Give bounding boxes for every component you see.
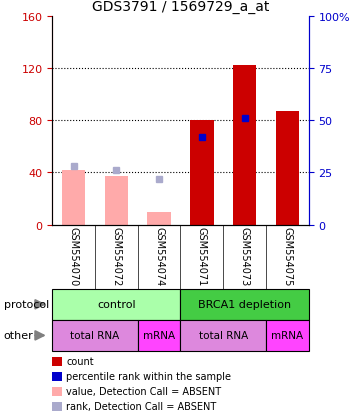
Bar	[147, 212, 171, 225]
Bar	[275, 112, 299, 225]
Text: GSM554074: GSM554074	[154, 226, 164, 285]
Title: GDS3791 / 1569729_a_at: GDS3791 / 1569729_a_at	[92, 0, 269, 14]
Bar	[266, 320, 309, 351]
Text: GSM554073: GSM554073	[240, 226, 249, 285]
Bar	[62, 170, 86, 225]
Text: percentile rank within the sample: percentile rank within the sample	[66, 371, 231, 381]
Text: value, Detection Call = ABSENT: value, Detection Call = ABSENT	[66, 386, 221, 396]
Text: total RNA: total RNA	[70, 330, 120, 341]
Text: GSM554075: GSM554075	[282, 226, 292, 286]
Text: GSM554072: GSM554072	[112, 226, 121, 286]
Bar	[180, 320, 266, 351]
Bar	[190, 121, 214, 225]
Text: BRCA1 depletion: BRCA1 depletion	[198, 299, 291, 310]
Text: GSM554070: GSM554070	[69, 226, 79, 285]
Text: mRNA: mRNA	[143, 330, 175, 341]
Text: count: count	[66, 356, 94, 366]
Bar	[138, 320, 180, 351]
Text: other: other	[4, 330, 33, 341]
Bar	[105, 177, 128, 225]
Text: rank, Detection Call = ABSENT: rank, Detection Call = ABSENT	[66, 401, 216, 411]
Text: control: control	[97, 299, 136, 310]
Text: protocol: protocol	[4, 299, 49, 310]
Bar	[52, 320, 138, 351]
Text: total RNA: total RNA	[199, 330, 248, 341]
Text: mRNA: mRNA	[271, 330, 303, 341]
Text: GSM554071: GSM554071	[197, 226, 207, 285]
Bar	[233, 66, 256, 225]
Bar	[52, 289, 180, 320]
Bar	[180, 289, 309, 320]
